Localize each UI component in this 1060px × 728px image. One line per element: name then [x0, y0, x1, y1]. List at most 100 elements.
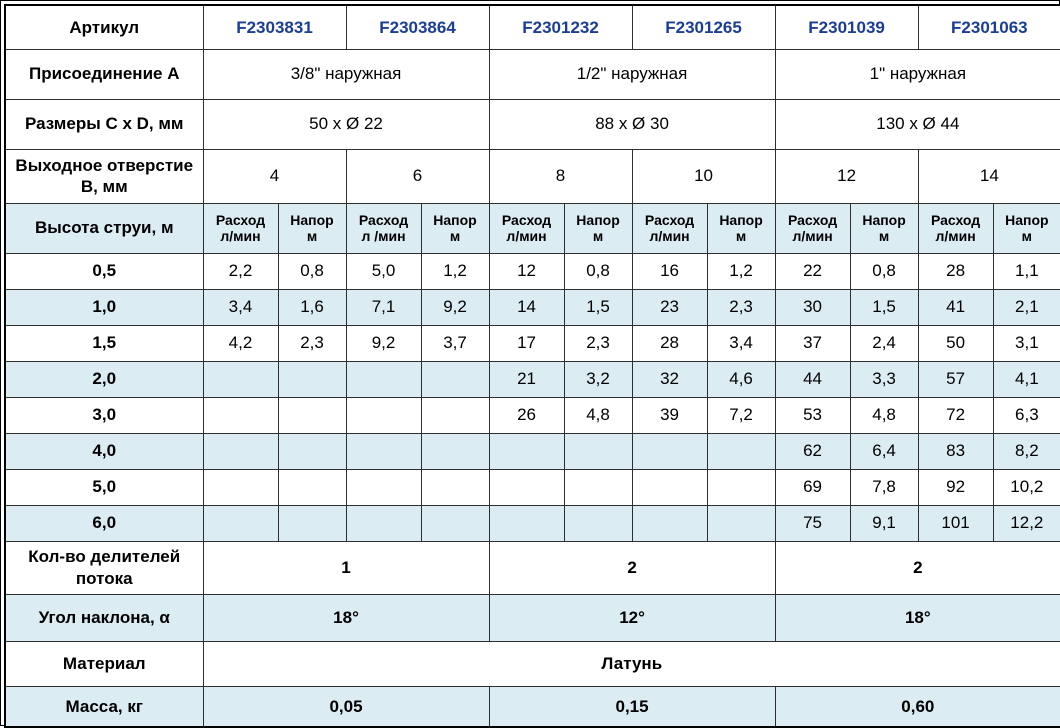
dividers-value: 2 [774, 540, 1060, 595]
nozzle-spec-table: Артикул F2303831 F2303864 F2301232 F2301… [4, 4, 1060, 728]
data-cell: 1,5 [563, 288, 633, 326]
data-cell: 1,6 [277, 288, 347, 326]
data-cell: 4,8 [563, 396, 633, 434]
data-cell: 8,2 [992, 432, 1060, 470]
data-cell: 7,8 [849, 468, 919, 506]
article-number[interactable]: F2303864 [345, 4, 490, 50]
jet-height-row: 5,0 69 7,8 92 10,2 [4, 468, 1060, 506]
outlet-value: 8 [488, 148, 633, 204]
data-cell [706, 432, 776, 470]
data-cell [202, 360, 279, 398]
data-cell: 1,2 [706, 252, 776, 290]
jet-header-label: Высота струи, м [4, 202, 204, 254]
data-cell: 21 [488, 360, 565, 398]
data-cell: 3,2 [563, 360, 633, 398]
article-number[interactable]: F2301039 [774, 4, 919, 50]
mass-value: 0,15 [488, 685, 776, 728]
article-number[interactable]: F2301265 [631, 4, 776, 50]
outlet-value: 10 [631, 148, 776, 204]
dividers-value: 1 [202, 540, 490, 595]
material-row-label: Материал [4, 640, 204, 687]
data-cell [488, 504, 565, 542]
data-cell: 5,0 [345, 252, 422, 290]
data-cell: 30 [774, 288, 851, 326]
outlet-value: 14 [917, 148, 1060, 204]
data-cell [420, 396, 490, 434]
jet-data-section: 0,5 2,2 0,8 5,0 1,2 12 0,8 16 1,2 22 0,8 28 1,1 1,0 3,… [4, 252, 1060, 542]
outlet-value: 4 [202, 148, 347, 204]
connection-value: 1" наружная [774, 48, 1060, 100]
outlet-value: 6 [345, 148, 490, 204]
data-cell [202, 432, 279, 470]
data-cell: 0,8 [563, 252, 633, 290]
top-section: Артикул F2303831 F2303864 F2301232 F2301… [4, 4, 1060, 254]
connection-value: 3/8" наружная [202, 48, 490, 100]
data-cell [345, 504, 422, 542]
data-cell [563, 468, 633, 506]
data-cell [631, 504, 708, 542]
jet-height-label: 2,0 [4, 360, 204, 398]
dimensions-value: 130 x Ø 44 [774, 98, 1060, 150]
data-cell: 7,1 [345, 288, 422, 326]
data-cell: 32 [631, 360, 708, 398]
material-row: Материал Латунь [4, 640, 1060, 687]
data-cell: 9,2 [420, 288, 490, 326]
data-cell [420, 360, 490, 398]
data-cell [420, 432, 490, 470]
data-cell: 12 [488, 252, 565, 290]
angle-value: 18° [774, 593, 1060, 642]
mass-value: 0,05 [202, 685, 490, 728]
data-cell: 2,3 [563, 324, 633, 362]
data-cell: 26 [488, 396, 565, 434]
data-cell: 22 [774, 252, 851, 290]
jet-height-row: 0,5 2,2 0,8 5,0 1,2 12 0,8 16 1,2 22 0,8 28 1,1 [4, 252, 1060, 290]
jet-height-row: 1,0 3,4 1,6 7,1 9,2 14 1,5 23 2,3 30 1,5 41 2,1 [4, 288, 1060, 326]
jet-subheader-row: Высота струи, м Расход л/мин Напор м Расход л… [4, 202, 1060, 254]
data-cell: 69 [774, 468, 851, 506]
data-cell [202, 468, 279, 506]
article-number[interactable]: F2301232 [488, 4, 633, 50]
head-subheader: Напор м [849, 202, 919, 254]
data-cell [345, 360, 422, 398]
angle-value: 12° [488, 593, 776, 642]
material-value: Латунь [202, 640, 1060, 687]
jet-height-label: 1,0 [4, 288, 204, 326]
data-cell: 1,5 [849, 288, 919, 326]
data-cell [420, 468, 490, 506]
flow-subheader: Расход л /мин [345, 202, 422, 254]
data-cell [706, 468, 776, 506]
head-subheader: Напор м [420, 202, 490, 254]
flow-subheader: Расход л/мин [202, 202, 279, 254]
data-cell: 2,3 [706, 288, 776, 326]
data-cell: 72 [917, 396, 994, 434]
head-subheader: Напор м [706, 202, 776, 254]
outlet-value: 12 [774, 148, 919, 204]
data-cell: 62 [774, 432, 851, 470]
data-cell: 3,4 [706, 324, 776, 362]
jet-height-row: 6,0 75 9,1 101 12,2 [4, 504, 1060, 542]
data-cell: 3,1 [992, 324, 1060, 362]
jet-height-label: 1,5 [4, 324, 204, 362]
data-cell: 4,6 [706, 360, 776, 398]
data-cell [345, 396, 422, 434]
flow-subheader: Расход л/мин [631, 202, 708, 254]
mass-row-label: Масса, кг [4, 685, 204, 728]
angle-value: 18° [202, 593, 490, 642]
article-number[interactable]: F2303831 [202, 4, 347, 50]
article-number[interactable]: F2301063 [917, 4, 1060, 50]
data-cell [345, 432, 422, 470]
data-cell: 44 [774, 360, 851, 398]
data-cell: 4,1 [992, 360, 1060, 398]
data-cell [277, 468, 347, 506]
data-cell: 6,3 [992, 396, 1060, 434]
data-cell: 1,2 [420, 252, 490, 290]
dimensions-value: 88 x Ø 30 [488, 98, 776, 150]
head-subheader: Напор м [563, 202, 633, 254]
data-cell [277, 396, 347, 434]
data-cell: 53 [774, 396, 851, 434]
data-cell: 41 [917, 288, 994, 326]
data-cell: 101 [917, 504, 994, 542]
data-cell [488, 432, 565, 470]
data-cell: 2,4 [849, 324, 919, 362]
data-cell: 23 [631, 288, 708, 326]
